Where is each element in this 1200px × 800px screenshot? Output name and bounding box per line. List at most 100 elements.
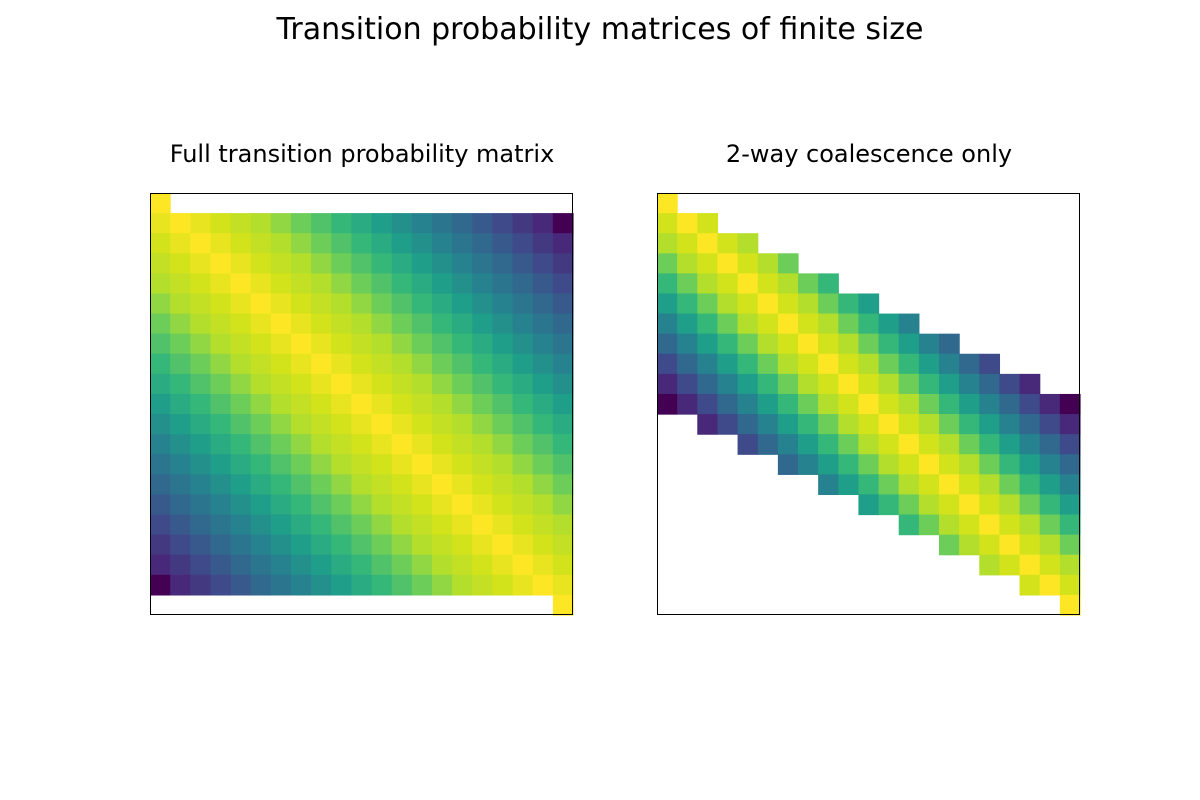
heatmap-cell (291, 434, 312, 455)
heatmap-cell (979, 373, 1001, 395)
heatmap-cell (492, 313, 514, 335)
heatmap-cell (697, 373, 719, 395)
heatmap-cell (918, 474, 940, 496)
heatmap-cell (737, 313, 759, 335)
heatmap-cell (777, 393, 799, 415)
heatmap-cell (391, 434, 413, 455)
heatmap-cell (150, 273, 171, 295)
heatmap-cell (170, 213, 191, 234)
heatmap-cell (452, 534, 473, 556)
heatmap-cell (351, 454, 373, 475)
heatmap-cell (512, 434, 534, 455)
heatmap-cell (939, 514, 960, 536)
heatmap-cell (351, 373, 373, 395)
heatmap-cell (757, 313, 779, 335)
heatmap-cell (432, 434, 453, 455)
heatmap-cell (250, 494, 272, 516)
heatmap-cell (311, 554, 332, 576)
heatmap-cell (391, 253, 413, 274)
heatmap-cell (1039, 474, 1061, 496)
heatmap-cell (838, 333, 860, 355)
heatmap-cell (939, 454, 960, 475)
heatmap-cell (432, 273, 453, 295)
heatmap-cell (291, 373, 312, 395)
heatmap-cell (979, 534, 1001, 556)
heatmap-cell (331, 534, 353, 556)
heatmap-cell (979, 474, 1001, 496)
heatmap-cell (432, 313, 453, 335)
heatmap-cell (512, 353, 534, 375)
heatmap-cell (270, 574, 292, 596)
heatmap-cell (331, 393, 353, 415)
heatmap-cell (552, 534, 574, 556)
heatmap-cell (939, 534, 960, 556)
heatmap-cell (150, 414, 171, 435)
heatmap-cell (170, 313, 191, 335)
heatmap-cell (371, 273, 393, 295)
heatmap-cell (492, 414, 514, 435)
full-transition-heatmap (150, 193, 574, 616)
heatmap-cell (878, 494, 900, 516)
heatmap-cell (552, 434, 574, 455)
heatmap-cell (979, 393, 1001, 415)
heatmap-cell (838, 454, 860, 475)
heatmap-cell (250, 353, 272, 375)
heatmap-cell (170, 293, 191, 315)
heatmap-cell (878, 313, 900, 335)
heatmap-cell (371, 353, 393, 375)
heatmap-cell (230, 454, 252, 475)
heatmap-cell (979, 514, 1001, 536)
heatmap-cell (677, 233, 698, 254)
heatmap-cell (371, 373, 393, 395)
heatmap-cell (472, 353, 494, 375)
heatmap-cell (472, 474, 494, 496)
heatmap-cell (291, 534, 312, 556)
heatmap-cell (472, 233, 494, 254)
heatmap-cell (411, 353, 433, 375)
heatmap-cell (250, 313, 272, 335)
heatmap-cell (311, 393, 332, 415)
heatmap-cell (411, 393, 433, 415)
heatmap-cell (351, 313, 373, 335)
heatmap-cell (371, 333, 393, 355)
figure-title: Transition probability matrices of finit… (276, 12, 924, 47)
heatmap-cell (190, 454, 212, 475)
heatmap-cell (291, 253, 312, 274)
heatmap-cell (1019, 393, 1041, 415)
heatmap-cell (717, 273, 739, 295)
heatmap-cell (959, 414, 980, 435)
heatmap-cell (452, 393, 473, 415)
heatmap-cell (532, 373, 554, 395)
heatmap-cell (270, 554, 292, 576)
heatmap-cell (311, 434, 332, 455)
heatmap-cell (190, 293, 212, 315)
heatmap-cell (351, 514, 373, 536)
heatmap-cell (311, 253, 332, 274)
heatmap-cell (472, 574, 494, 596)
heatmap-cell (311, 233, 332, 254)
heatmap-cell (250, 233, 272, 254)
heatmap-cell (737, 373, 759, 395)
heatmap-cell (858, 393, 880, 415)
heatmap-cell (230, 333, 252, 355)
heatmap-cell (858, 474, 880, 496)
heatmap-cell (371, 474, 393, 496)
heatmap-cell (737, 434, 759, 455)
heatmap-cell (532, 293, 554, 315)
heatmap-cell (170, 514, 191, 536)
heatmap-cell (190, 414, 212, 435)
heatmap-cell (918, 434, 940, 455)
heatmap-cell (391, 514, 413, 536)
heatmap-cell (918, 494, 940, 516)
heatmap-cell (532, 514, 554, 536)
heatmap-cell (737, 393, 759, 415)
heatmap-cell (371, 574, 393, 596)
heatmap-cell (898, 353, 920, 375)
heatmap-cell (898, 514, 920, 536)
heatmap-cell (351, 554, 373, 576)
heatmap-cell (190, 233, 212, 254)
heatmap-cell (1039, 393, 1061, 415)
heatmap-cell (391, 574, 413, 596)
heatmap-cell (150, 474, 171, 496)
heatmap-cell (697, 253, 719, 274)
